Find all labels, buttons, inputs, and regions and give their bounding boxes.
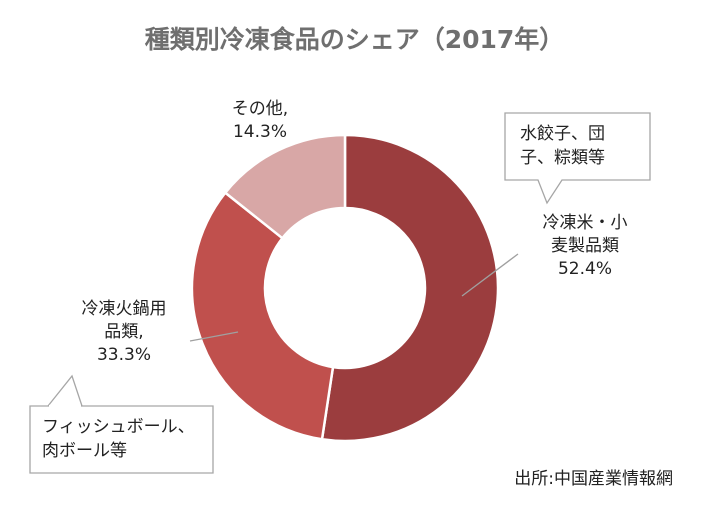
source-note: 出所:中国産業情報網 [514,469,673,489]
leader-line-hotpot [189,331,239,342]
slice-label-other: その他, 14.3% [210,98,310,144]
chart-title: 種類別冷凍食品のシェア（2017年） [144,25,565,54]
callout-box-dumplings [504,112,651,205]
callout-box-fishball [29,374,214,474]
callout-text-dumplings: 水餃子、団 子、粽類等 [520,124,605,168]
slice-label-hotpot: 冷凍火鍋用 品類, 33.3% [58,298,190,367]
leader-line-rice-wheat [461,253,519,297]
slice-value-rice-wheat: 52.4% [557,259,612,279]
slice-label-rice-wheat: 冷凍米・小 麦製品類 52.4% [520,212,650,281]
slice-rice-wheat [320,133,500,443]
slice-hotpot [190,190,335,441]
slice-value-other: 14.3% [232,122,287,142]
slice-other [223,133,347,240]
callout-text-fishball: フィッシュボール、 肉ボール等 [42,417,195,461]
slice-value-hotpot: 33.3% [96,345,151,365]
